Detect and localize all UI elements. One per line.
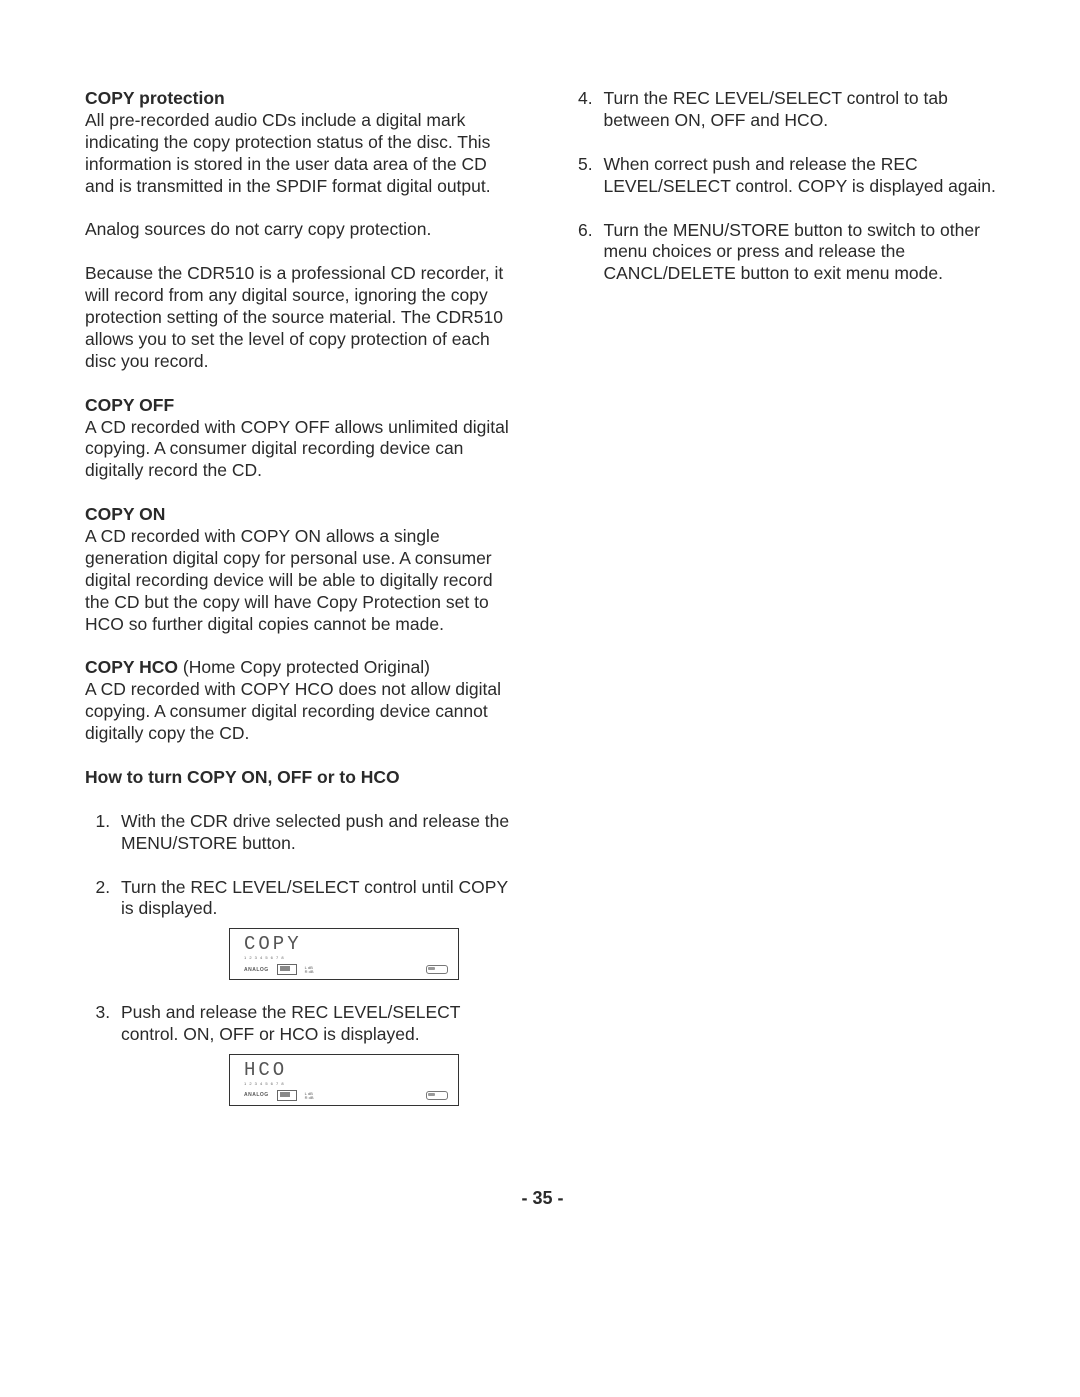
heading-suffix: (Home Copy protected Original) (178, 657, 430, 677)
lcd-main-text: HCO (244, 1059, 287, 1083)
list-item: Turn the REC LEVEL/SELECT control to tab… (598, 88, 1001, 132)
list-item: With the CDR drive selected push and rel… (115, 811, 518, 855)
list-item: Turn the REC LEVEL/SELECT control until … (115, 877, 518, 981)
step-text: Push and release the REC LEVEL/SELECT co… (121, 1002, 460, 1044)
heading-copy-off: COPY OFF (85, 395, 174, 415)
lcd-display: COPY 1 2 3 4 5 6 7 8 ANALOG L dB R dB (229, 928, 459, 980)
lcd-analog-label: ANALOG (244, 967, 269, 973)
lcd-analog-label: ANALOG (244, 1092, 269, 1098)
heading-copy-on: COPY ON (85, 504, 165, 524)
section-copy-off: COPY OFF A CD recorded with COPY OFF all… (85, 395, 518, 483)
left-column: COPY protection All pre-recorded audio C… (85, 88, 518, 1128)
lcd-level-label: L dB R dB (305, 1092, 314, 1100)
section-copy-protection: COPY protection All pre-recorded audio C… (85, 88, 518, 197)
lcd-display: HCO 1 2 3 4 5 6 7 8 ANALOG L dB R dB (229, 1054, 459, 1106)
body-text: A CD recorded with COPY ON allows a sing… (85, 526, 493, 634)
lcd-level-label: L dB R dB (305, 966, 314, 974)
lcd-disc-icon (426, 1091, 448, 1100)
lcd-r-label: R dB (305, 969, 314, 974)
lcd-disc-icon (426, 965, 448, 974)
lcd-main-text: COPY (244, 933, 302, 957)
document-page: COPY protection All pre-recorded audio C… (0, 0, 1080, 1249)
heading-copy-hco: COPY HCO (85, 657, 178, 677)
step-text: Turn the REC LEVEL/SELECT control until … (121, 877, 508, 919)
lcd-track-numbers: 1 2 3 4 5 6 7 8 (244, 955, 285, 960)
lcd-r-label: R dB (305, 1095, 314, 1100)
heading-howto: How to turn COPY ON, OFF or to HCO (85, 767, 518, 789)
right-column: Turn the REC LEVEL/SELECT control to tab… (568, 88, 1001, 1128)
howto-list-continued: Turn the REC LEVEL/SELECT control to tab… (568, 88, 1001, 285)
lcd-track-numbers: 1 2 3 4 5 6 7 8 (244, 1081, 285, 1086)
body-text: Analog sources do not carry copy protect… (85, 219, 518, 241)
lcd-indicator-icon (277, 1090, 297, 1101)
page-number: - 35 - (85, 1188, 1000, 1209)
list-item: Push and release the REC LEVEL/SELECT co… (115, 1002, 518, 1106)
howto-list: With the CDR drive selected push and rel… (85, 811, 518, 1106)
body-text: A CD recorded with COPY OFF allows unlim… (85, 417, 509, 481)
body-text: Because the CDR510 is a professional CD … (85, 263, 518, 372)
list-item: When correct push and release the REC LE… (598, 154, 1001, 198)
lcd-bottom-row: ANALOG L dB R dB (244, 964, 448, 975)
columns: COPY protection All pre-recorded audio C… (85, 88, 1000, 1128)
body-text: All pre-recorded audio CDs include a dig… (85, 110, 491, 196)
lcd-bottom-row: ANALOG L dB R dB (244, 1090, 448, 1101)
list-item: Turn the MENU/STORE button to switch to … (598, 220, 1001, 286)
heading-copy-protection: COPY protection (85, 88, 225, 108)
section-copy-hco: COPY HCO (Home Copy protected Original) … (85, 657, 518, 745)
lcd-indicator-icon (277, 964, 297, 975)
section-copy-on: COPY ON A CD recorded with COPY ON allow… (85, 504, 518, 635)
body-text: A CD recorded with COPY HCO does not all… (85, 679, 501, 743)
